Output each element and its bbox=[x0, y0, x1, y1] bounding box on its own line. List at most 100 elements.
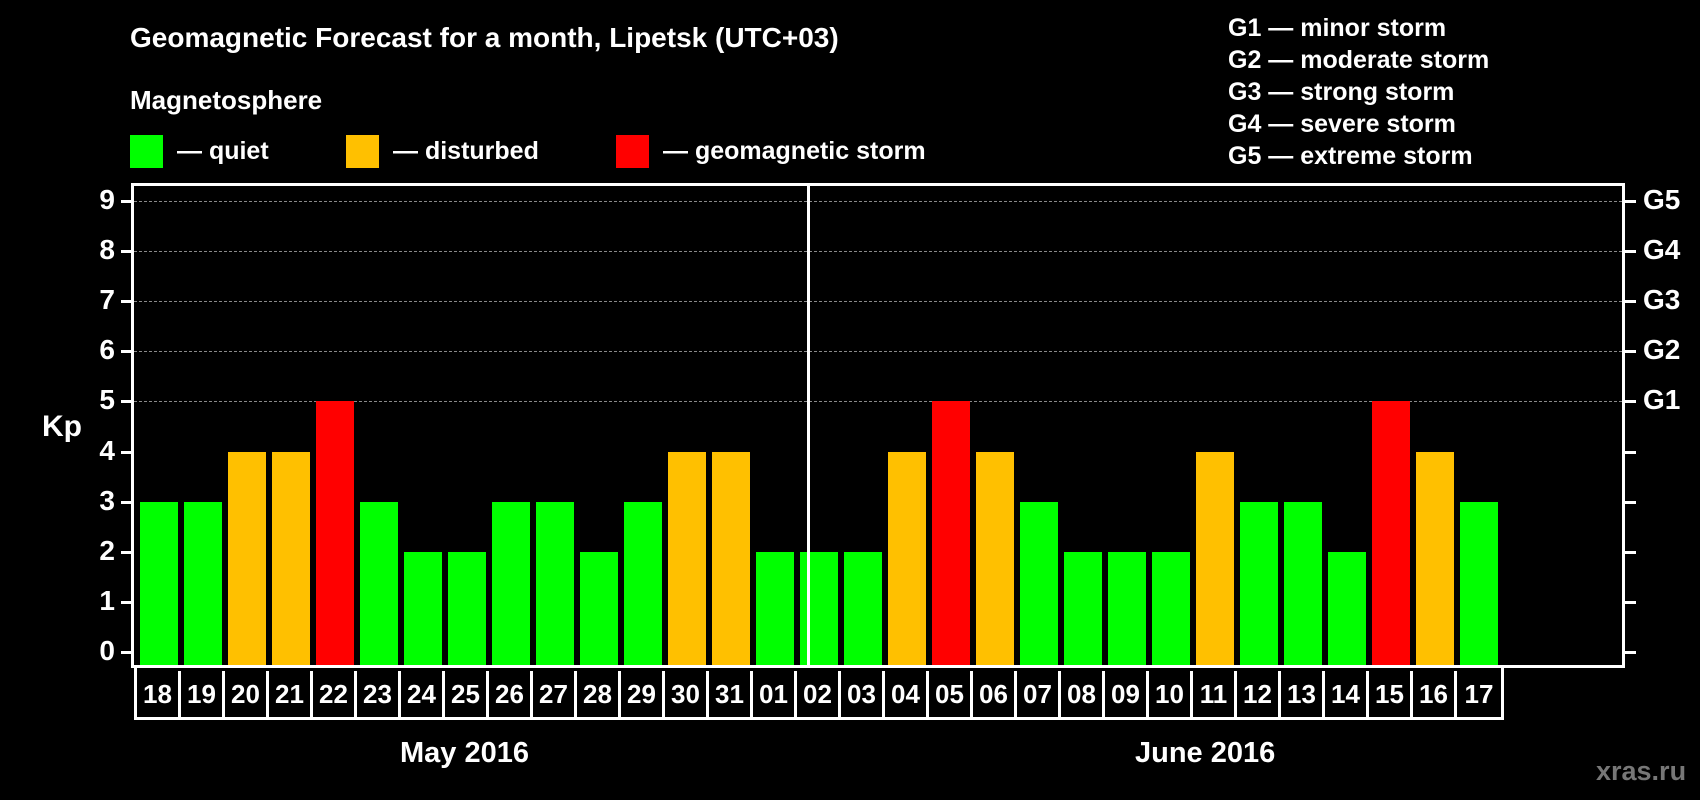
bar-09 bbox=[1108, 551, 1146, 665]
y-tick bbox=[121, 250, 132, 254]
bar-12 bbox=[1240, 501, 1278, 665]
date-cell-29: 29 bbox=[621, 671, 665, 717]
y-tick-label: 5 bbox=[99, 384, 115, 416]
month-separator bbox=[807, 186, 810, 665]
bar-18 bbox=[140, 501, 178, 665]
g-scale-legend: G1 — minor storm G2 — moderate storm G3 … bbox=[1228, 12, 1489, 172]
right-tick bbox=[1625, 600, 1636, 604]
date-cell-28: 28 bbox=[577, 671, 621, 717]
bar-16 bbox=[1416, 451, 1454, 665]
date-cell-17: 17 bbox=[1464, 678, 1494, 709]
date-cell-31: 31 bbox=[709, 671, 753, 717]
y-tick-label: 8 bbox=[99, 234, 115, 266]
y-tick bbox=[121, 600, 132, 604]
date-cell-04: 04 bbox=[885, 671, 929, 717]
date-cell-27: 27 bbox=[533, 671, 577, 717]
bar-14 bbox=[1328, 551, 1366, 665]
date-cell-19: 19 bbox=[181, 671, 225, 717]
right-tick bbox=[1625, 651, 1636, 654]
magnetosphere-label: Magnetosphere bbox=[130, 85, 323, 115]
plot-area bbox=[131, 183, 1625, 668]
date-cell-01: 01 bbox=[753, 671, 797, 717]
date-cell-30: 30 bbox=[665, 671, 709, 717]
bar-06 bbox=[976, 451, 1014, 665]
date-cell-12: 12 bbox=[1237, 671, 1281, 717]
date-cell-25: 25 bbox=[445, 671, 489, 717]
g-legend-item: G4 — severe storm bbox=[1228, 110, 1456, 138]
y-tick bbox=[121, 200, 132, 203]
legend-storm: — geomagnetic storm bbox=[616, 134, 926, 168]
bar-04 bbox=[888, 451, 926, 665]
bar-27 bbox=[536, 501, 574, 665]
g-scale-label-g1: G1 bbox=[1643, 384, 1681, 416]
date-cell-16: 16 bbox=[1413, 671, 1457, 717]
legend-disturbed: — disturbed bbox=[346, 134, 539, 168]
chart-title: Geomagnetic Forecast for a month, Lipets… bbox=[130, 22, 839, 53]
bar-24 bbox=[404, 551, 442, 665]
bar-10 bbox=[1152, 551, 1190, 665]
date-cell-10: 10 bbox=[1149, 671, 1193, 717]
date-cell-11: 11 bbox=[1193, 671, 1237, 717]
date-cell-18: 18 bbox=[137, 671, 181, 717]
quiet-swatch-icon bbox=[130, 134, 163, 168]
bar-15 bbox=[1372, 401, 1410, 665]
right-tick bbox=[1625, 550, 1636, 554]
y-tick-label: 1 bbox=[99, 584, 115, 616]
y-tick-label: 9 bbox=[99, 184, 115, 215]
date-cell-14: 14 bbox=[1325, 671, 1369, 717]
bar-17 bbox=[1460, 501, 1498, 665]
date-cell-03: 03 bbox=[841, 671, 885, 717]
bar-28 bbox=[580, 551, 618, 665]
watermark: xras.ru bbox=[1596, 756, 1687, 786]
month-label-june: June 2016 bbox=[1135, 737, 1276, 769]
bar-29 bbox=[624, 501, 662, 665]
right-tick bbox=[1625, 450, 1636, 454]
date-cell-15: 15 bbox=[1369, 671, 1413, 717]
bar-08 bbox=[1064, 551, 1102, 665]
y-tick bbox=[121, 651, 132, 654]
gridline-6 bbox=[134, 351, 1622, 353]
bar-31 bbox=[712, 451, 750, 665]
date-cell-09: 09 bbox=[1105, 671, 1149, 717]
date-cell-22: 22 bbox=[313, 671, 357, 717]
g-scale-label-g3: G3 bbox=[1643, 284, 1681, 316]
g-legend-item: G2 — moderate storm bbox=[1228, 46, 1490, 74]
bar-13 bbox=[1284, 501, 1322, 665]
disturbed-swatch-icon bbox=[346, 134, 379, 168]
y-tick bbox=[121, 450, 132, 454]
bar-23 bbox=[360, 501, 398, 665]
g-legend-item: G3 — strong storm bbox=[1228, 78, 1455, 106]
right-tick bbox=[1625, 250, 1636, 254]
date-cell-23: 23 bbox=[357, 671, 401, 717]
bar-03 bbox=[844, 551, 882, 665]
g-scale-label-g5: G5 bbox=[1643, 184, 1681, 215]
y-tick bbox=[121, 400, 132, 404]
right-tick bbox=[1625, 400, 1636, 404]
g-scale-label-g4: G4 bbox=[1643, 234, 1681, 266]
date-cell-21: 21 bbox=[269, 671, 313, 717]
right-tick bbox=[1625, 350, 1636, 354]
date-axis: 18 19 20 21 22 23 24 25 26 27 28 29 30 31 01 02 03 04 05 06… bbox=[134, 668, 1504, 720]
right-tick bbox=[1625, 200, 1636, 203]
right-tick bbox=[1625, 500, 1636, 504]
gridline-7 bbox=[134, 301, 1622, 303]
y-tick-label: 6 bbox=[99, 334, 115, 366]
date-cell-20: 20 bbox=[225, 671, 269, 717]
y-tick-label: 3 bbox=[99, 484, 115, 516]
g-scale-label-g2: G2 bbox=[1643, 334, 1681, 366]
bar-20 bbox=[228, 451, 266, 665]
bar-05 bbox=[932, 401, 970, 665]
y-tick bbox=[121, 500, 132, 504]
date-cell-06: 06 bbox=[973, 671, 1017, 717]
y-tick bbox=[121, 300, 132, 304]
legend-label: — geomagnetic storm bbox=[663, 136, 926, 165]
right-tick bbox=[1625, 300, 1636, 304]
date-cell-13: 13 bbox=[1281, 671, 1325, 717]
y-tick-label: 2 bbox=[99, 534, 115, 566]
legend-label: — disturbed bbox=[393, 136, 539, 165]
bar-26 bbox=[492, 501, 530, 665]
bar-19 bbox=[184, 501, 222, 665]
g-legend-item: G1 — minor storm bbox=[1228, 14, 1447, 42]
y-tick-label: 4 bbox=[99, 434, 115, 466]
date-cell-07: 07 bbox=[1017, 671, 1061, 717]
